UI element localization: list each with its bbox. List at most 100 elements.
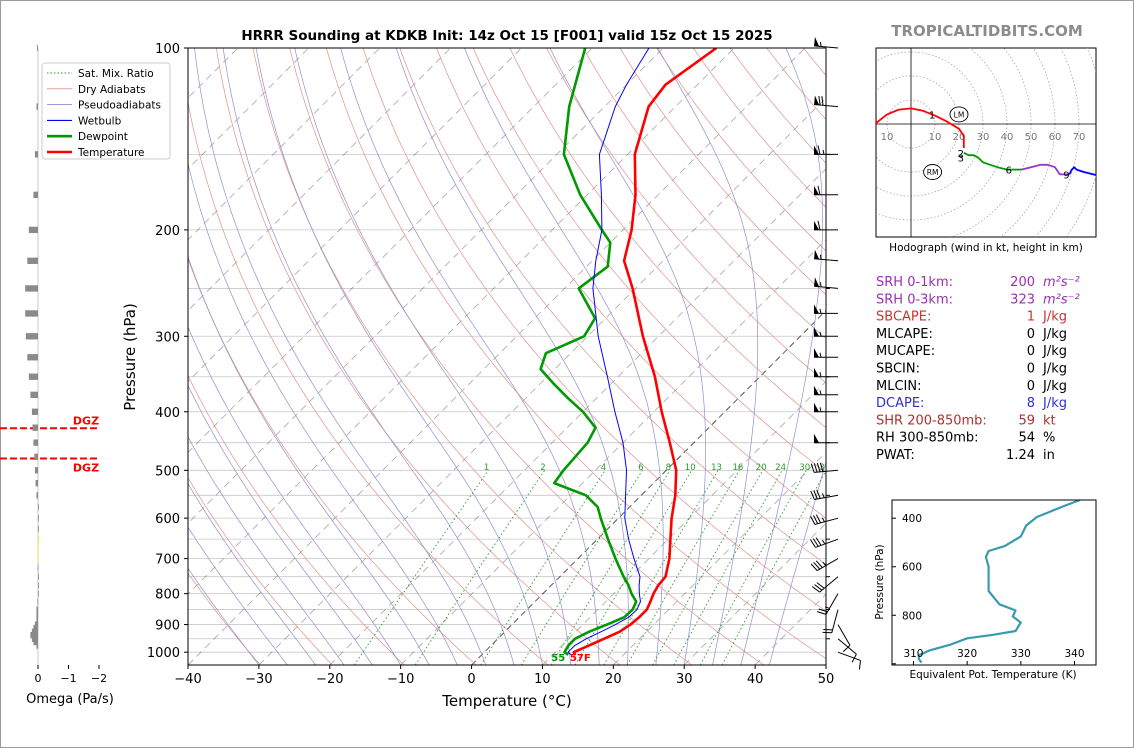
mixing-ratio-line bbox=[652, 470, 764, 665]
barb-flag bbox=[814, 145, 819, 155]
omega-tick-label: −1 bbox=[60, 672, 76, 685]
theta-e-panel: 310 320 330 340 400 600 800 Equivalent Pot. Te… bbox=[874, 499, 1097, 681]
stat-value: 1 bbox=[1027, 310, 1035, 325]
pseudoadiabat bbox=[222, 48, 515, 665]
barb-half bbox=[819, 390, 822, 395]
isotherm-line bbox=[613, 451, 826, 665]
y-tick-label: 900 bbox=[155, 619, 180, 634]
x-tick-label: 40 bbox=[747, 672, 764, 687]
barb-flag bbox=[814, 220, 819, 230]
stat-value: 54 bbox=[1018, 431, 1035, 446]
hodograph-segment bbox=[1021, 163, 1070, 176]
pseudoadiabat bbox=[549, 48, 706, 665]
stat-value: 0 bbox=[1027, 362, 1035, 377]
hodograph-ring-label: 30 bbox=[977, 132, 990, 143]
stat-label: SBCAPE: bbox=[876, 310, 931, 325]
pseudoadiabat bbox=[188, 325, 401, 665]
barb-half bbox=[821, 493, 825, 498]
barb-full bbox=[858, 660, 862, 670]
stats-block: SRH 0-1km: 200 m²s⁻² SRH 0-3km: 323 m²s⁻² SBCA… bbox=[876, 275, 1080, 463]
theta-x-tick-label: 330 bbox=[1011, 648, 1031, 660]
barb-full bbox=[818, 95, 821, 106]
surface-dewpoint-label: 55 bbox=[551, 653, 565, 664]
wind-barb bbox=[814, 220, 838, 231]
omega-bar bbox=[25, 310, 38, 317]
barb-staff bbox=[831, 609, 839, 633]
omega-bar bbox=[32, 424, 38, 431]
omega-bar bbox=[34, 453, 38, 461]
hodograph-series: 1 23 6 9 LM RM bbox=[876, 106, 1096, 181]
dry-adiabat bbox=[362, 48, 826, 612]
pseudoadiabat bbox=[294, 48, 572, 665]
stat-unit: % bbox=[1043, 431, 1055, 446]
pseudoadiabat bbox=[768, 460, 826, 665]
omega-bar bbox=[31, 408, 38, 415]
barb-full bbox=[810, 539, 816, 548]
omega-bar bbox=[37, 44, 38, 52]
omega-bar bbox=[37, 598, 39, 605]
barb-full bbox=[813, 463, 818, 473]
dry-adiabat bbox=[252, 48, 693, 665]
mixing-ratio-label: 4 bbox=[601, 463, 606, 473]
theta-e-y-label: Pressure (hPa) bbox=[874, 544, 886, 619]
barb-flag bbox=[814, 402, 819, 412]
mixing-ratio-label: 36 bbox=[819, 463, 830, 473]
omega-bar bbox=[28, 226, 38, 234]
omega-ticks: 0 −1 −2 bbox=[35, 665, 107, 685]
omega-bar bbox=[36, 613, 38, 621]
pseudoadiabat bbox=[464, 48, 664, 665]
barb-full bbox=[817, 145, 821, 155]
isotherm-line bbox=[400, 239, 826, 665]
omega-bar bbox=[25, 285, 38, 292]
barb-staff bbox=[814, 104, 839, 108]
omega-bar bbox=[34, 621, 38, 628]
barb-half bbox=[821, 517, 825, 523]
barb-full bbox=[816, 489, 821, 499]
pseudoadiabat bbox=[255, 48, 543, 665]
omega-bar bbox=[33, 624, 38, 632]
omega-bar bbox=[36, 642, 38, 649]
pseudoadiabat bbox=[740, 48, 823, 665]
barb-half bbox=[819, 282, 822, 287]
legend: Sat. Mix. Ratio Dry Adiabats Pseudoadiabat… bbox=[41, 62, 171, 160]
hodograph-frame bbox=[875, 47, 1097, 238]
omega-bar bbox=[36, 617, 38, 624]
legend-label: Temperature bbox=[77, 147, 145, 159]
omega-bar bbox=[38, 525, 39, 533]
stat-unit: J/kg bbox=[1042, 362, 1067, 377]
stat-label: SHR 200-850mb: bbox=[876, 413, 987, 428]
barb-flag bbox=[814, 185, 819, 195]
barb-full bbox=[817, 611, 827, 615]
barb-staff bbox=[814, 517, 839, 525]
mixing-ratio-line bbox=[521, 470, 643, 665]
wind-barb bbox=[814, 385, 838, 396]
barb-staff bbox=[814, 258, 839, 262]
omega-bar bbox=[28, 373, 38, 380]
dry-adiabat bbox=[472, 48, 826, 474]
mixing-ratio-label: 30 bbox=[799, 463, 810, 473]
wind-barb bbox=[810, 489, 839, 500]
omega-bar bbox=[27, 354, 38, 361]
omega-bar bbox=[38, 582, 39, 589]
mixing-ratio-label: 10 bbox=[685, 463, 696, 473]
mixing-ratio-line bbox=[353, 470, 489, 665]
storm-motion-marker bbox=[949, 106, 969, 123]
wind-barb bbox=[814, 145, 838, 155]
omega-bar bbox=[38, 503, 39, 511]
stat-unit: m²s⁻² bbox=[1043, 275, 1080, 290]
barb-half bbox=[819, 352, 822, 358]
omega-bar bbox=[36, 103, 38, 110]
isotherm-line bbox=[188, 48, 806, 665]
wind-barb bbox=[822, 609, 839, 634]
hodograph-ring-label: 40 bbox=[1001, 132, 1014, 143]
pseudoadiabat bbox=[188, 483, 316, 665]
mixing-ratio-label: 8 bbox=[666, 463, 671, 473]
theta-x-tick-label: 310 bbox=[903, 648, 923, 660]
barb-full bbox=[819, 462, 824, 472]
omega-bar bbox=[27, 257, 38, 264]
omega-bar bbox=[38, 590, 39, 597]
barb-full bbox=[816, 582, 825, 589]
wind-barb bbox=[814, 304, 838, 314]
barb-flag bbox=[814, 385, 819, 395]
stat-unit: J/kg bbox=[1042, 379, 1067, 394]
